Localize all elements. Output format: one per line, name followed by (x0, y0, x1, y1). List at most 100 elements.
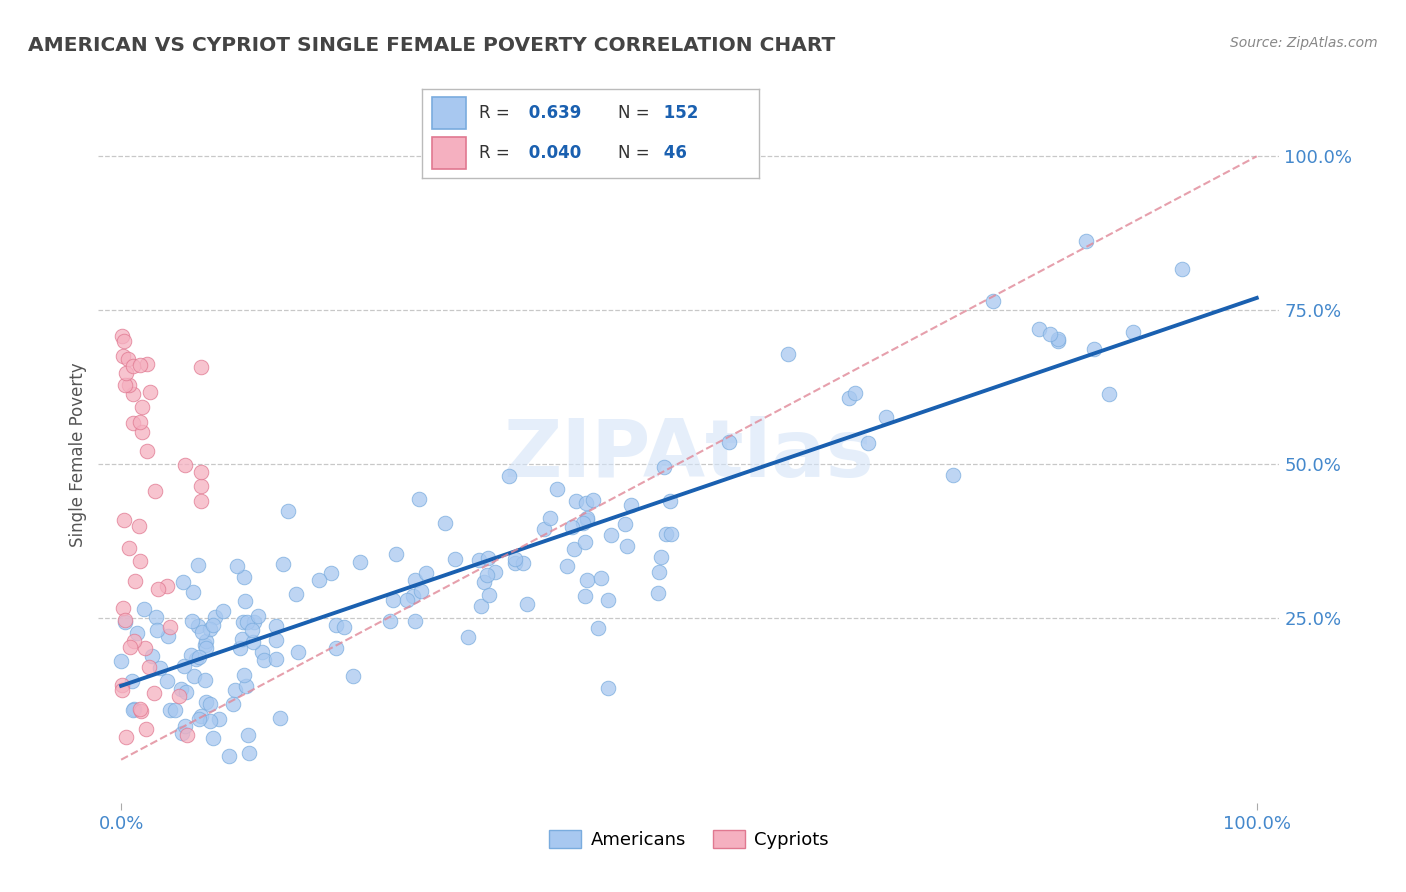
Point (325, 641, 347, 656)
Point (648, 566, 671, 580)
Point (242, 635, 264, 649)
Point (457, 630, 479, 644)
Point (404, 573, 426, 587)
Text: 46: 46 (658, 145, 688, 162)
Point (135, 722, 157, 736)
Point (129, 359, 152, 373)
Point (187, 558, 209, 573)
Point (474, 575, 496, 590)
Point (122, 416, 145, 430)
Point (131, 425, 153, 439)
Point (128, 415, 150, 429)
Point (187, 619, 209, 633)
Point (195, 695, 218, 709)
Point (128, 554, 150, 568)
Point (269, 711, 291, 725)
Point (131, 401, 153, 415)
Point (194, 673, 217, 687)
Point (222, 697, 245, 711)
Point (533, 522, 555, 536)
Point (124, 574, 146, 588)
Point (173, 458, 195, 473)
Point (443, 552, 465, 566)
Point (1170, 261, 1192, 276)
Text: 0.040: 0.040 (523, 145, 581, 162)
Point (321, 566, 343, 581)
Point (111, 683, 134, 698)
Point (650, 550, 672, 565)
Point (172, 574, 194, 589)
Point (575, 574, 598, 588)
Text: 0.639: 0.639 (523, 104, 582, 122)
Point (468, 553, 491, 567)
Point (190, 493, 212, 508)
Point (173, 659, 195, 673)
Point (475, 568, 498, 582)
Point (658, 493, 681, 508)
Point (146, 623, 169, 637)
Text: N =: N = (617, 104, 650, 122)
Point (238, 746, 260, 760)
Point (212, 603, 235, 617)
FancyBboxPatch shape (432, 137, 465, 169)
Point (1039, 327, 1062, 342)
Point (115, 730, 138, 744)
Point (120, 640, 142, 654)
Point (125, 626, 148, 640)
Text: 152: 152 (658, 104, 699, 122)
Point (114, 378, 136, 392)
Point (232, 668, 254, 682)
Point (134, 640, 156, 655)
Point (659, 526, 682, 541)
Point (157, 629, 180, 643)
Point (240, 624, 263, 638)
Point (195, 640, 218, 655)
Point (1083, 343, 1105, 357)
Point (538, 511, 561, 525)
Text: Source: ZipAtlas.com: Source: ZipAtlas.com (1230, 36, 1378, 50)
Point (188, 650, 211, 665)
Point (218, 748, 240, 763)
Point (477, 551, 499, 566)
Point (647, 585, 669, 599)
Point (575, 513, 598, 527)
Point (1047, 332, 1070, 346)
Point (180, 614, 202, 628)
Point (591, 571, 613, 585)
Point (187, 712, 209, 726)
Point (145, 609, 167, 624)
Point (572, 516, 595, 531)
Point (163, 703, 186, 717)
Point (112, 349, 135, 363)
Point (264, 618, 287, 632)
Point (129, 704, 152, 718)
Point (110, 654, 132, 668)
Point (167, 689, 190, 703)
Point (201, 618, 224, 632)
Point (184, 652, 207, 666)
Point (236, 728, 259, 742)
Point (484, 565, 506, 579)
Point (616, 539, 638, 553)
Point (181, 585, 204, 599)
Point (208, 712, 231, 726)
Point (1074, 234, 1097, 248)
Point (170, 726, 193, 740)
Point (224, 683, 246, 698)
Point (620, 498, 643, 512)
Point (233, 594, 256, 608)
Point (141, 648, 163, 663)
Point (122, 702, 145, 716)
Point (143, 483, 166, 498)
Point (139, 385, 162, 400)
Point (856, 435, 879, 450)
Point (118, 378, 141, 392)
Point (875, 409, 897, 424)
Text: ZIPAtlas: ZIPAtlas (503, 416, 875, 494)
Point (498, 468, 520, 483)
Point (838, 391, 860, 405)
Point (232, 615, 254, 630)
Point (402, 589, 425, 603)
Point (253, 653, 276, 667)
Point (191, 625, 214, 640)
